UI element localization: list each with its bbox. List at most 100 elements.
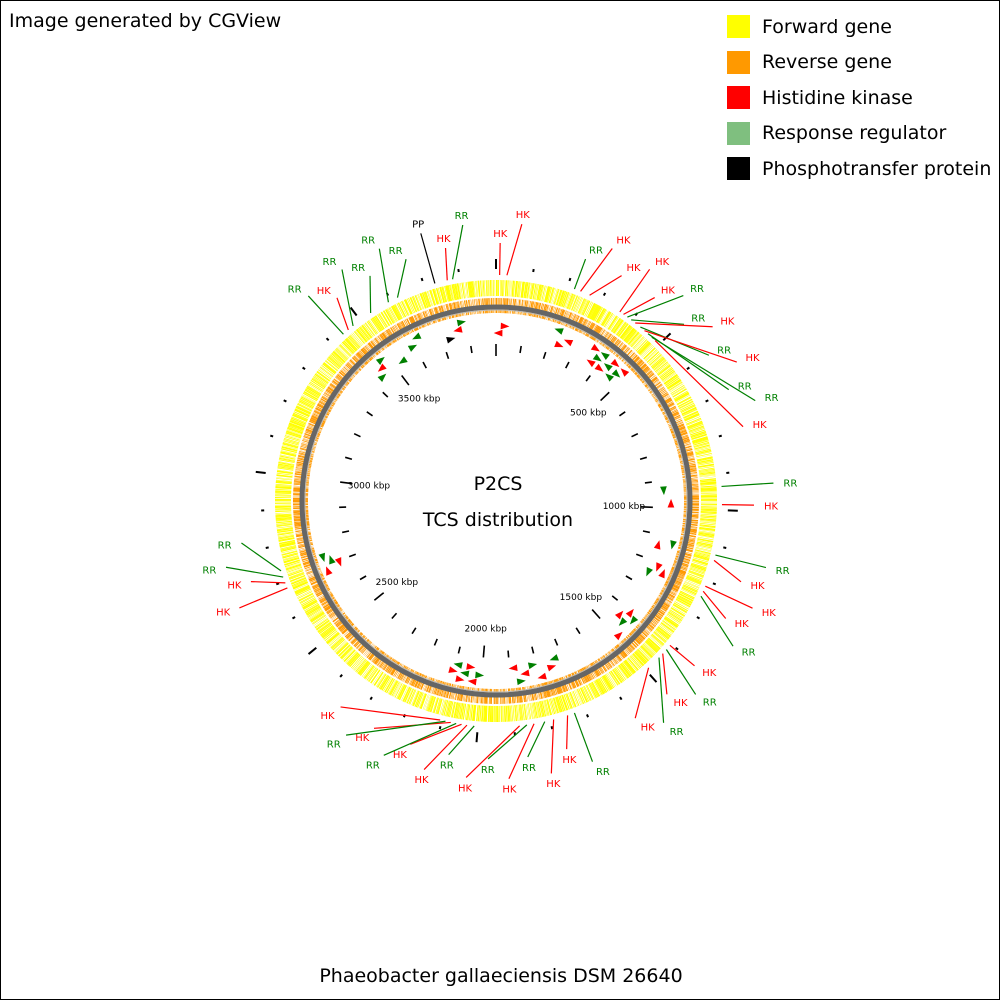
callout-label-hk: HK: [702, 668, 717, 679]
forward-gene: [539, 700, 545, 717]
forward-gene: [279, 542, 296, 547]
callout-line: [487, 724, 528, 760]
forward-gene: [332, 638, 346, 651]
callout-line: [241, 542, 282, 572]
callout-label-hk: HK: [661, 286, 676, 297]
forward-gene: [654, 630, 667, 642]
forward-gene: [561, 291, 568, 308]
forward-gene: [676, 397, 692, 406]
forward-gene: [632, 653, 644, 667]
forward-gene: [314, 373, 329, 384]
callout-line: [635, 322, 713, 328]
tick-label: 500 kbp: [570, 408, 607, 418]
forward-gene: [579, 299, 587, 315]
forward-gene: [679, 402, 695, 411]
legend-item-phosphotransfer-protein: Phosphotransfer protein: [727, 151, 991, 187]
callout-label-pp: PP: [412, 220, 424, 231]
forward-gene: [660, 621, 675, 633]
forward-gene: [662, 372, 677, 383]
forward-gene: [532, 283, 537, 300]
inner-tick: [542, 351, 547, 359]
forward-gene: [589, 682, 599, 698]
forward-gene: [358, 326, 370, 341]
forward-gene: [632, 652, 645, 666]
forward-gene: [581, 300, 589, 315]
forward-gene: [661, 621, 676, 631]
callout-label-hk: HK: [317, 286, 332, 297]
forward-gene: [698, 532, 715, 537]
inner-tick: [618, 411, 626, 417]
inner-tick: [359, 575, 367, 581]
forward-gene: [630, 655, 642, 669]
forward-gene: [306, 385, 322, 396]
forward-gene: [565, 293, 572, 309]
forward-gene: [319, 367, 333, 378]
forward-gene: [500, 705, 502, 722]
forward-gene: [614, 320, 625, 335]
forward-gene: [558, 290, 565, 307]
forward-gene: [678, 592, 694, 602]
forward-gene: [280, 450, 297, 455]
forward-gene: [300, 397, 315, 406]
forward-gene: [696, 456, 713, 461]
forward-gene: [285, 434, 301, 440]
forward-gene: [523, 281, 527, 299]
forward-gene: [483, 705, 486, 722]
forward-gene: [276, 478, 293, 481]
forward-gene: [286, 565, 302, 572]
forward-gene: [553, 697, 559, 714]
forward-gene: [328, 634, 341, 646]
forward-gene: [282, 553, 299, 559]
forward-gene: [363, 664, 374, 678]
forward-gene: [310, 613, 325, 623]
forward-gene: [641, 344, 653, 357]
forward-gene: [681, 407, 697, 416]
forward-gene: [302, 600, 318, 609]
callout-label-rr: RR: [218, 541, 232, 552]
forward-gene: [491, 705, 494, 722]
forward-gene: [699, 475, 716, 478]
forward-gene: [282, 552, 298, 558]
tcs-marker-hk: [613, 631, 623, 641]
forward-gene: [696, 454, 713, 459]
forward-gene: [304, 602, 319, 612]
tcs-marker-hk: [508, 664, 518, 672]
forward-gene: [409, 689, 417, 705]
forward-gene: [690, 430, 707, 438]
forward-gene: [275, 502, 292, 504]
forward-gene: [612, 669, 622, 684]
forward-gene: [397, 684, 405, 699]
forward-gene: [575, 297, 583, 313]
forward-gene: [478, 280, 481, 297]
forward-gene: [631, 335, 643, 348]
forward-gene: [572, 296, 580, 312]
forward-gene: [607, 672, 617, 687]
forward-gene: [626, 330, 638, 344]
forward-gene: [545, 286, 551, 303]
forward-gene: [338, 644, 351, 657]
forward-gene: [275, 488, 292, 491]
forward-gene: [675, 598, 691, 608]
forward-gene: [688, 425, 705, 432]
forward-gene: [310, 612, 325, 622]
forward-gene: [627, 657, 639, 671]
tcs-marker-rr: [453, 662, 463, 669]
forward-gene: [502, 705, 504, 722]
forward-gene: [277, 463, 294, 468]
forward-gene: [426, 695, 432, 711]
forward-gene: [290, 576, 306, 584]
forward-gene: [289, 574, 306, 583]
forward-gene: [396, 683, 404, 699]
forward-gene: [404, 687, 412, 703]
tcs-marker-hk: [326, 566, 333, 576]
forward-gene: [551, 698, 557, 714]
forward-gene: [349, 654, 361, 668]
forward-gene: [444, 285, 449, 302]
forward-gene: [685, 578, 701, 585]
forward-gene: [460, 282, 464, 299]
callout-line: [619, 268, 651, 313]
forward-gene: [623, 660, 635, 674]
forward-gene: [292, 413, 308, 421]
forward-gene: [279, 457, 295, 462]
forward-gene: [632, 336, 644, 349]
